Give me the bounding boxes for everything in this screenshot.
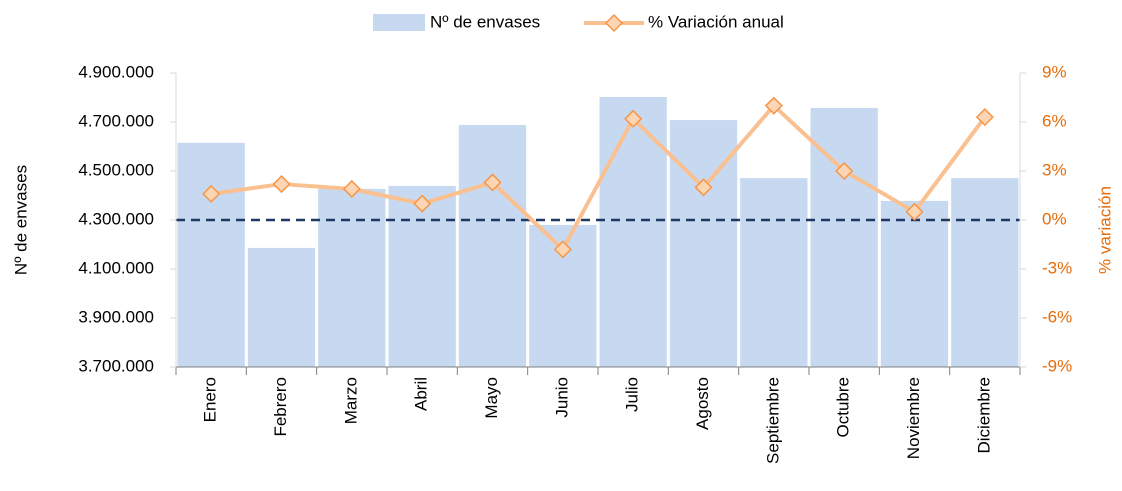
marker [202,184,221,203]
legend-swatch [373,14,425,31]
marker [413,194,432,213]
marker [905,202,924,221]
x-tick-label: Octubre [834,377,853,437]
bar [458,124,527,367]
marker [835,161,854,181]
y2-tick-label: -3% [1042,258,1072,277]
y-tick-label: 4.700.000 [78,111,154,130]
y-tick-label: 4.300.000 [78,209,154,228]
line [210,103,987,252]
x-tick-label: Junio [552,377,571,418]
legend-label: Nº de envases [430,12,540,31]
x-tick-label: Agosto [693,377,712,430]
bar [318,188,386,367]
marker [272,175,291,194]
y-tick-label: 4.900.000 [78,62,154,81]
marker [694,178,713,197]
legend-label: % Variación anual [648,12,784,31]
marker [764,96,783,115]
bar [388,185,456,367]
y2-tick-label: 6% [1042,111,1067,130]
x-tick-label: Febrero [271,377,290,437]
bar [177,142,245,367]
y-tick-label: 3.700.000 [78,356,154,375]
marker [342,179,361,199]
x-tick-label: Enero [201,377,220,422]
marker [975,108,994,127]
x-tick-label: Marzo [341,377,360,424]
x-tick-label: Julio [623,377,642,412]
x-tick-label: Diciembre [974,377,993,454]
legend-swatch [604,13,624,33]
x-tick-label: Mayo [482,377,501,419]
bar [599,97,667,367]
y-tick-label: 3.900.000 [78,307,154,326]
x-tick-label: Noviembre [904,377,923,459]
bar [880,200,949,367]
bar [740,178,808,367]
marker [553,240,572,259]
y-tick-label: 4.500.000 [78,160,154,179]
marker [483,173,502,192]
y2-tick-label: -9% [1042,356,1072,375]
bar [951,178,1019,367]
y2-tick-label: 3% [1042,160,1067,179]
y2-tick-label: -6% [1042,307,1072,326]
y2-tick-label: 0% [1042,209,1067,228]
y-tick-label: 4.100.000 [78,258,154,277]
bar [247,247,316,367]
marker [624,109,643,128]
x-tick-label: Septiembre [763,377,782,464]
y2-axis-label: % variación [1095,186,1114,274]
y2-tick-label: 9% [1042,62,1067,81]
x-tick-label: Abril [412,377,431,411]
y-axis-label: Nº de envases [11,165,30,275]
